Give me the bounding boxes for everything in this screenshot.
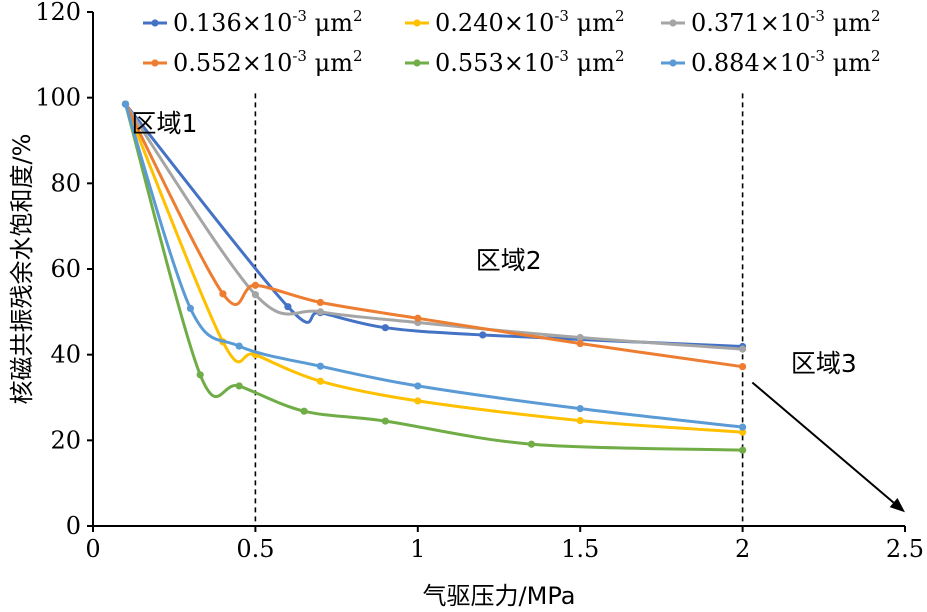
y-tick-label: 60 — [50, 255, 81, 283]
data-point — [381, 324, 389, 332]
data-point — [527, 440, 536, 448]
x-tick-label: 0.5 — [236, 535, 274, 563]
region3-arrow — [751, 381, 905, 513]
legend-swatch-marker — [669, 19, 677, 27]
region-label-3: 区域3 — [791, 349, 857, 378]
data-point — [739, 363, 747, 371]
arrow-head — [889, 498, 905, 513]
region-dividers — [254, 93, 744, 526]
data-point — [381, 417, 389, 425]
data-point — [576, 405, 584, 413]
data-point — [316, 298, 324, 307]
legend-swatch-marker — [413, 59, 421, 67]
data-point — [235, 342, 243, 350]
data-point — [739, 345, 747, 353]
data-point — [576, 417, 584, 425]
y-tick-label: 0 — [66, 512, 81, 540]
data-point — [251, 291, 259, 299]
legend-label: 0.371×10-3 μm2 — [691, 7, 881, 37]
x-axis-title: 气驱压力/MPa — [423, 582, 576, 610]
data-point — [414, 382, 422, 390]
region-label-1: 区域1 — [132, 109, 198, 138]
legend-swatch-marker — [151, 59, 159, 67]
data-point — [576, 333, 584, 342]
x-tick-label: 0 — [85, 535, 100, 563]
series-line-6 — [124, 103, 743, 429]
data-point — [235, 382, 243, 390]
data-point — [316, 362, 324, 370]
legend-label: 0.136×10-3 μm2 — [173, 7, 363, 37]
legend-swatch-marker — [669, 59, 677, 67]
data-point — [186, 304, 195, 313]
axis-ticks: 0 0.5 1 1.5 2 2.5 0 20 40 60 80 100 120 — [35, 0, 924, 563]
legend-item-5: 0.553×10-3 μm2 — [405, 47, 625, 77]
region-label-2: 区域2 — [476, 246, 542, 275]
y-axis-title: 核磁共振残余水饱和度/% — [8, 134, 36, 405]
legend-swatch-marker — [413, 19, 421, 27]
legend-item-3: 0.371×10-3 μm2 — [661, 7, 881, 37]
data-point — [251, 281, 259, 289]
y-tick-label: 120 — [35, 0, 81, 26]
data-point — [300, 407, 308, 415]
y-tick-label: 80 — [50, 169, 81, 197]
legend-label: 0.552×10-3 μm2 — [173, 47, 363, 77]
arrow-shaft — [751, 381, 895, 504]
data-point — [316, 308, 324, 316]
legend: 0.136×10-3 μm2 0.240×10-3 μm2 0.371×10-3 μ… — [143, 7, 881, 77]
legend-swatch-marker — [151, 19, 159, 27]
x-tick-label: 1 — [410, 535, 425, 563]
data-point — [739, 428, 747, 436]
series-line-5 — [124, 103, 743, 452]
data-point — [316, 377, 324, 385]
legend-label: 0.884×10-3 μm2 — [691, 47, 881, 77]
series-line-4 — [124, 103, 743, 369]
x-tick-label: 2 — [735, 535, 750, 563]
legend-item-6: 0.884×10-3 μm2 — [661, 47, 881, 77]
data-point — [414, 397, 422, 405]
data-point — [196, 371, 204, 379]
data-point — [121, 100, 130, 108]
data-point — [284, 303, 292, 311]
legend-item-4: 0.552×10-3 μm2 — [143, 47, 363, 77]
data-point — [739, 446, 747, 454]
annotations: 区域1 区域2 区域3 — [132, 109, 857, 378]
legend-label: 0.553×10-3 μm2 — [435, 47, 625, 77]
data-point — [219, 290, 227, 298]
series-line-2 — [124, 103, 743, 434]
y-tick-label: 40 — [50, 341, 81, 369]
legend-item-1: 0.136×10-3 μm2 — [143, 7, 363, 37]
series-line-3 — [124, 103, 743, 351]
x-tick-label: 1.5 — [561, 535, 599, 563]
series-lines — [121, 100, 747, 454]
data-point — [576, 339, 584, 348]
legend-item-2: 0.240×10-3 μm2 — [405, 7, 625, 37]
data-point — [414, 314, 422, 322]
x-tick-label: 2.5 — [886, 535, 924, 563]
y-tick-label: 20 — [50, 426, 81, 454]
series-line-1 — [124, 103, 743, 348]
data-point — [739, 423, 747, 431]
y-tick-label: 100 — [35, 84, 81, 112]
legend-label: 0.240×10-3 μm2 — [435, 7, 625, 37]
data-point — [479, 331, 487, 339]
